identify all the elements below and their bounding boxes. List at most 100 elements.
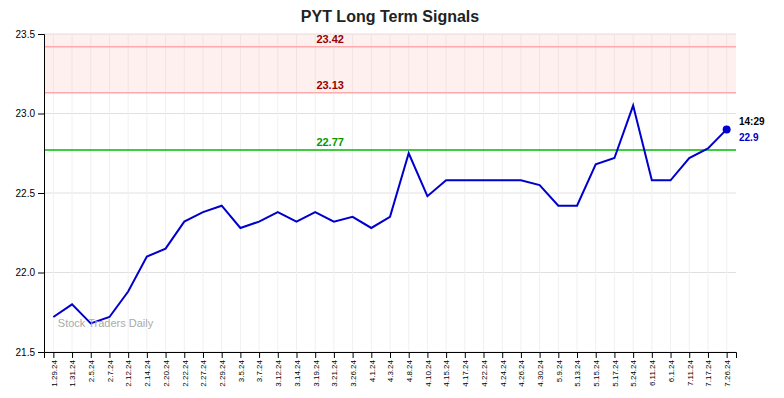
x-tick: 2.27.24 [199,352,208,387]
x-tick-label: 2.12.24 [124,359,133,386]
x-tick-mark [390,352,391,358]
x-tick-mark [353,352,354,358]
x-tick-label: 7.26.24 [723,359,732,386]
x-tick-mark [540,352,541,358]
y-tick-label: 22.5 [16,188,36,199]
x-tick-mark [240,352,241,358]
y-tick-mark [38,193,44,194]
x-tick-mark [91,352,92,358]
x-tick: 2.7.24 [106,352,115,382]
x-tick-mark [128,352,129,358]
y-tick-label: 22.0 [16,267,36,278]
x-tick: 7.17.24 [704,352,713,387]
x-tick-label: 4.15.24 [442,359,451,386]
x-tick-label: 3.7.24 [255,359,264,382]
x-tick: 2.29.24 [218,352,227,387]
y-tick: 23.0 [16,108,44,119]
x-tick-label: 3.5.24 [237,359,246,382]
x-tick: 3.19.24 [311,352,320,387]
x-tick-label: 4.26.24 [517,359,526,386]
y-tick: 23.5 [16,29,44,40]
x-tick: 4.10.24 [424,352,433,387]
x-tick-label: 6.1.24 [667,359,676,382]
last-point-marker [723,125,731,133]
watermark: Stock Traders Daily [58,317,154,329]
x-tick-mark [633,352,634,358]
x-tick-label: 5.9.24 [555,359,564,382]
x-tick-label: 5.17.24 [611,359,620,386]
x-tick-label: 2.29.24 [218,359,227,386]
reference-line [44,92,736,94]
y-tick: 22.5 [16,188,44,199]
x-tick: 3.14.24 [293,352,302,387]
x-tick-label: 2.7.24 [106,359,115,382]
reference-label: 22.77 [316,136,344,148]
marks [44,34,736,323]
x-tick: 5.9.24 [555,352,564,382]
y-tick-mark [38,114,44,115]
x-tick-label: 4.24.24 [499,359,508,386]
x-tick: 4.24.24 [499,352,508,387]
x-tick-label: 1.29.24 [50,359,59,386]
x-tick-mark [521,352,522,358]
x-tick: 5.17.24 [611,352,620,387]
grid [44,34,736,352]
x-axis-line [45,353,737,359]
x-tick-mark [708,352,709,358]
x-tick-mark [278,352,279,358]
y-tick: 21.5 [16,347,44,358]
x-tick: 4.1.24 [368,352,377,382]
x-tick-label: 5.15.24 [592,359,601,386]
x-tick: 1.31.24 [68,352,77,387]
reference-line [44,46,736,48]
x-tick-label: 7.17.24 [704,359,713,386]
x-tick-mark [315,352,316,358]
x-tick: 5.24.24 [629,352,638,387]
x-tick-label: 5.24.24 [629,359,638,386]
x-tick-label: 3.19.24 [311,359,320,386]
x-tick-mark [371,352,372,358]
x-tick-mark [502,352,503,358]
reference-label: 23.42 [316,33,344,45]
x-tick: 2.5.24 [87,352,96,382]
x-tick-mark [222,352,223,358]
x-tick-label: 4.30.24 [536,359,545,386]
y-tick-label: 23.5 [16,29,36,40]
x-tick-label: 2.5.24 [87,359,96,382]
x-tick: 4.30.24 [536,352,545,387]
x-tick: 2.22.24 [181,352,190,387]
x-tick-label: 4.10.24 [424,359,433,386]
x-tick: 2.20.24 [162,352,171,387]
x-tick-label: 3.14.24 [293,359,302,386]
x-tick-label: 3.12.24 [274,359,283,386]
x-tick-label: 4.3.24 [386,359,395,382]
x-tick-mark [166,352,167,358]
x-tick: 3.21.24 [330,352,339,387]
x-tick-mark [446,352,447,358]
reference-label: 23.13 [316,79,344,91]
x-tick: 4.8.24 [405,352,414,382]
x-tick: 4.15.24 [442,352,451,387]
x-tick-mark [577,352,578,358]
plot-area: 21.5 22.0 22.5 23.0 23.5 1.29.24 1.31.24 2.5.24… [16,29,765,387]
band [44,34,736,47]
x-tick-label: 2.27.24 [199,359,208,386]
x-tick: 1.29.24 [50,352,59,387]
x-tick-label: 7.11.24 [686,359,695,386]
y-tick-mark [38,273,44,274]
x-tick-mark [727,352,728,358]
x-tick-mark [558,352,559,358]
x-tick: 3.7.24 [255,352,264,382]
x-tick-label: 3.26.24 [349,359,358,386]
line [53,106,726,324]
band [44,47,736,93]
x-tick: 4.22.24 [480,352,489,387]
x-tick-mark [671,352,672,358]
y-tick: 22.0 [16,267,44,278]
x-tick-label: 2.22.24 [181,359,190,386]
y-axis-line [38,35,45,353]
x-tick-label: 4.17.24 [461,359,470,386]
x-tick-label: 5.13.24 [573,359,582,386]
y-tick-label: 23.0 [16,108,36,119]
x-tick-label: 4.22.24 [480,359,489,386]
